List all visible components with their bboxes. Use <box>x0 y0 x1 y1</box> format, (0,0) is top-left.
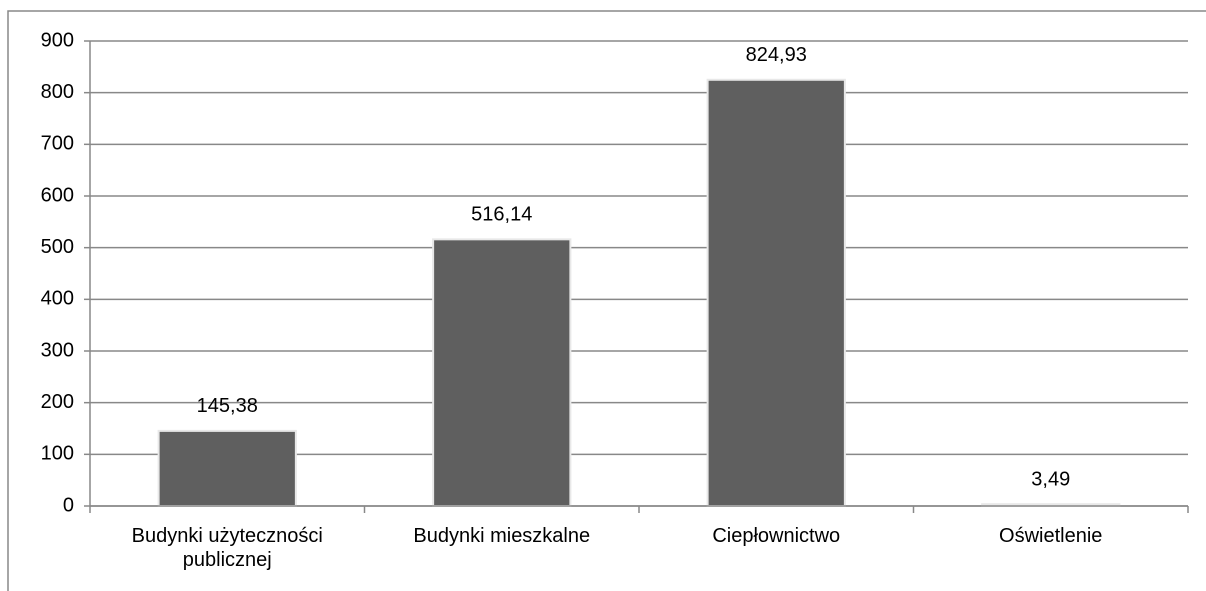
x-tick-label: Ciepłownictwo <box>712 525 841 547</box>
y-tick-label: 300 <box>41 339 74 361</box>
x-tick-label: Budynki mieszkalne <box>413 525 591 547</box>
value-label: 3,49 <box>1031 468 1070 490</box>
y-tick-label: 100 <box>41 443 74 465</box>
y-tick-label: 500 <box>41 236 74 258</box>
bar <box>706 78 846 507</box>
value-label: 824,93 <box>746 44 807 66</box>
bar <box>432 238 572 507</box>
frame <box>7 10 1206 591</box>
y-tick-label: 900 <box>41 29 74 51</box>
y-tick-label: 400 <box>41 288 74 310</box>
x-tick-label: Oświetlenie <box>999 525 1103 547</box>
y-tick-label: 800 <box>41 81 74 103</box>
x-tick-label: Budynki użyteczności publicznej <box>131 525 323 571</box>
bar <box>157 429 297 507</box>
value-label: 516,14 <box>471 204 532 226</box>
value-label: 145,38 <box>197 395 258 417</box>
y-tick-label: 200 <box>41 391 74 413</box>
y-tick-label: 700 <box>41 133 74 155</box>
y-tick-label: 600 <box>41 184 74 206</box>
y-tick-label: 0 <box>63 494 74 516</box>
